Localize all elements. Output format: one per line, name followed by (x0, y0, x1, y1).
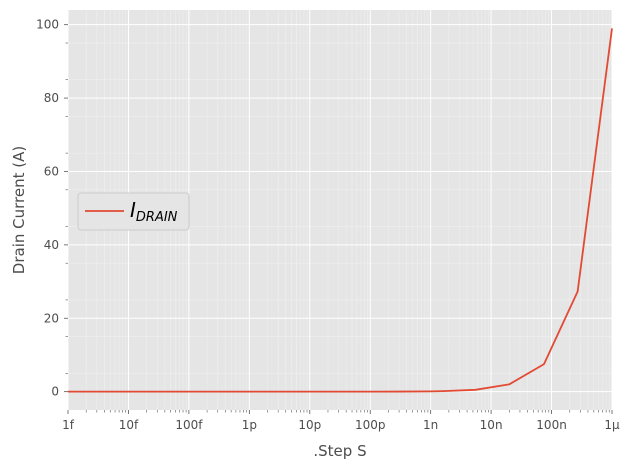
legend-label-subscript: DRAIN (136, 210, 178, 225)
y-tick-label: 80 (44, 91, 59, 105)
x-tick-label: 1p (242, 418, 257, 432)
x-tick-label: 1µ (604, 418, 620, 432)
x-axis-label: .Step S (313, 442, 366, 460)
x-tick-label: 100p (355, 418, 386, 432)
x-tick-label: 10n (480, 418, 503, 432)
y-tick-label: 0 (51, 385, 59, 399)
x-tick-label: 100n (536, 418, 567, 432)
x-tick-label: 10f (119, 418, 139, 432)
axis-ticks: 1f 10f 100f 1p 10p 100p 1n 10n 100n 1µ 0 20 40 60 80 10… (36, 18, 620, 432)
series-line-idrain (68, 28, 613, 393)
x-tick-label: 100f (175, 418, 203, 432)
y-tick-label: 20 (44, 311, 59, 325)
x-tick-label: 1n (423, 418, 438, 432)
legend-label: IDRAIN (130, 198, 178, 225)
legend-box (77, 192, 190, 231)
x-tick-label: 1f (62, 418, 75, 432)
series-layer (68, 28, 613, 393)
legend: IDRAIN (77, 192, 190, 231)
x-tick-label: 10p (298, 418, 321, 432)
y-tick-label: 40 (44, 238, 59, 252)
y-axis-label: Drain Current (A) (10, 146, 28, 274)
y-tick-label: 60 (44, 164, 59, 178)
legend-label-main: I (130, 198, 136, 222)
y-tick-label: 100 (36, 18, 59, 32)
